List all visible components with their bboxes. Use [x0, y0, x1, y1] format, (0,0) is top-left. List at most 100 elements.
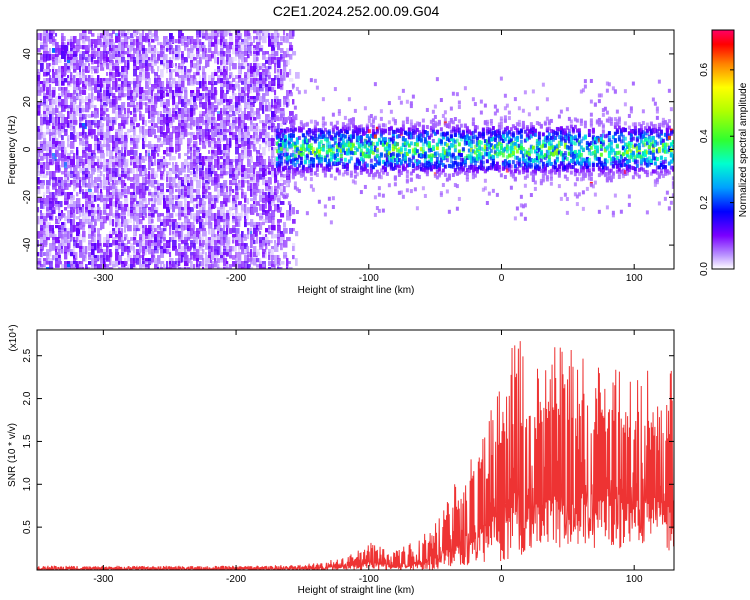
spectrogram-cell: [124, 42, 129, 49]
spectrogram-cell: [82, 189, 85, 195]
spectrogram-cell: [292, 246, 295, 252]
spectrogram-cell: [46, 96, 49, 102]
spectrogram-cell: [70, 156, 75, 160]
spectrogram-cell: [238, 234, 243, 243]
spectrogram-cell: [409, 127, 413, 132]
spectrogram-cell: [178, 90, 181, 95]
spectrogram-cell: [244, 57, 248, 63]
spectrogram-cell: [190, 261, 193, 268]
spectrogram-cell: [52, 198, 56, 207]
spectrogram-cell: [157, 90, 161, 94]
spectrogram-cell: [73, 36, 77, 44]
spectrogram-cell: [323, 134, 327, 139]
spectrogram-cell: [253, 69, 256, 73]
spectrogram-cell: [417, 130, 421, 135]
spectrogram-cell: [160, 267, 164, 269]
spectrogram-cell: [437, 122, 441, 127]
spectrogram-cell: [88, 225, 93, 229]
spectrogram-cell: [433, 114, 437, 119]
spectrogram-cell: [106, 72, 109, 76]
spectrogram-cell: [292, 219, 296, 224]
spectrogram-cell: [226, 114, 231, 122]
spectrogram-cell: [97, 39, 102, 46]
spectrogram-cell: [118, 135, 123, 140]
spectrogram-cell: [133, 237, 137, 241]
spectrogram-cell: [379, 140, 383, 145]
spectrogram-cell: [37, 252, 40, 257]
spectrogram-cell: [163, 165, 166, 172]
spectrogram-cell: [208, 186, 211, 190]
spectrogram-cell: [109, 207, 113, 216]
spectrogram-cell: [70, 174, 75, 178]
spectrogram-cell: [202, 138, 205, 143]
spectrogram-cell: [130, 90, 134, 94]
spectrogram-cell: [199, 228, 203, 232]
spectrogram-cell: [241, 144, 246, 150]
spectrogram-cell: [91, 87, 96, 91]
spectrogram-cell: [193, 42, 198, 48]
spectrogram-cell: [43, 132, 47, 136]
spectrogram-cell: [172, 222, 176, 231]
spectrogram-cell: [199, 30, 202, 38]
spectrogram-cell: [409, 189, 413, 194]
spectrogram-cell: [97, 264, 102, 269]
spectrogram-cell: [142, 267, 147, 269]
spectrogram-cell: [211, 141, 215, 148]
spectrogram-cell: [259, 87, 264, 92]
spectrogram-cell: [121, 144, 126, 150]
spectrogram-cell: [166, 108, 171, 113]
spectrogram-cell: [73, 60, 78, 64]
spectrogram-cell: [178, 258, 181, 262]
spectrogram-cell: [157, 96, 162, 102]
spectrogram-cell: [175, 57, 180, 61]
spectrogram-cell: [181, 33, 184, 39]
spectrogram-cell: [451, 120, 455, 125]
spectrogram-cell: [259, 102, 264, 111]
spectrogram-cell: [401, 127, 405, 132]
spectrogram-cell: [76, 183, 80, 188]
spectrogram-cell: [271, 45, 276, 51]
spectrogram-cell: [293, 181, 297, 186]
spectrogram-cell: [94, 144, 99, 151]
spectrogram-cell: [148, 129, 153, 137]
spectrogram-cell: [235, 165, 238, 171]
spectrogram-cell: [229, 228, 233, 234]
spectrogram-cell: [205, 120, 208, 125]
spectrogram-cell: [112, 30, 115, 35]
spectrogram-cell: [160, 81, 165, 89]
spectrogram-cell: [277, 267, 282, 269]
spectrogram-cell: [106, 39, 109, 43]
spectrogram-cell: [226, 198, 229, 203]
spectrogram-cell: [220, 114, 223, 121]
spectrogram-cell: [443, 110, 447, 115]
spectrogram-cell: [64, 264, 67, 269]
spectrogram-cell: [145, 57, 149, 63]
spectrogram-cell: [115, 48, 120, 54]
spectrogram-cell: [259, 264, 264, 269]
spectrogram-cell: [256, 252, 261, 256]
spectrogram-cell: [289, 210, 292, 216]
spectrogram-cell: [369, 114, 373, 119]
spectrogram-cell: [250, 114, 255, 118]
spectrogram-cell: [202, 207, 205, 212]
spectrogram-cell: [286, 183, 289, 187]
spectrogram-cell: [163, 198, 166, 204]
spectrogram-cell: [259, 96, 263, 102]
spectrogram-cell: [214, 264, 217, 269]
spectrogram-cell: [217, 138, 221, 144]
spectrogram-cell: [274, 255, 278, 261]
spectrogram-cell: [447, 163, 451, 168]
spectrogram-cell: [166, 69, 169, 74]
spectrogram-cell: [73, 252, 78, 260]
spectrogram-cell: [226, 171, 229, 175]
spectrogram-cell: [325, 150, 329, 155]
spectrogram-cell: [190, 36, 194, 45]
spectrogram-cell: [247, 114, 252, 121]
spectrogram-cell: [133, 96, 137, 102]
spectrogram-cell: [229, 72, 233, 78]
spectrogram-cell: [355, 135, 359, 140]
spectrogram-cell: [82, 84, 87, 90]
spectrogram-cell: [106, 267, 111, 269]
spectrogram-cell: [85, 183, 90, 188]
spectrogram-cell: [184, 114, 189, 118]
